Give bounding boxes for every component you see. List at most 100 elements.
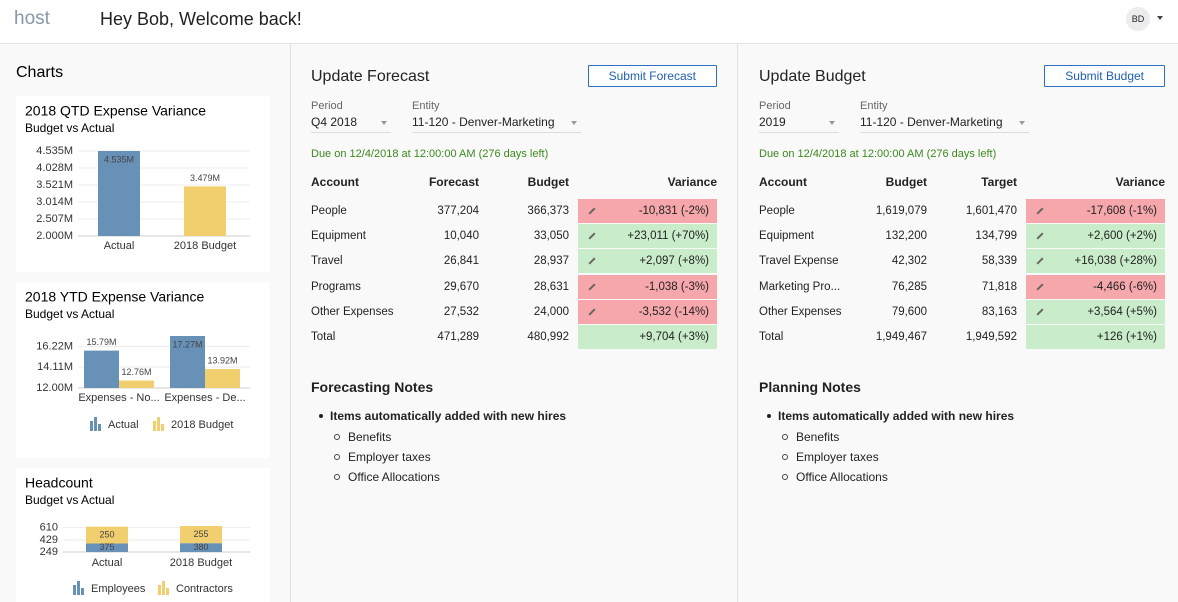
field-label: Entity [412, 100, 440, 112]
table-cell: Total [759, 331, 784, 343]
due-date: Due on 12/4/2018 at 12:00:00 AM (276 day… [311, 148, 549, 160]
submit-button[interactable]: Submit Forecast [587, 65, 717, 87]
value-label: 375 [99, 542, 114, 552]
avatar[interactable]: BD [1131, 14, 1145, 24]
legend-icon [77, 581, 80, 595]
bar [84, 350, 119, 388]
x-tick-label: Expenses - No... [78, 392, 159, 404]
chart-title: 2018 YTD Expense Variance [25, 289, 204, 305]
table-cell: 24,000 [533, 305, 569, 318]
variance-cell [1026, 199, 1165, 223]
dropdown-underline[interactable] [860, 132, 1029, 133]
field-label: Period [759, 100, 791, 112]
dropdown-underline[interactable] [759, 132, 839, 133]
y-tick-label: 2.000M [36, 230, 73, 242]
dropdown-caret[interactable] [1019, 121, 1025, 125]
table-cell: +9,704 (+3%) [639, 331, 709, 343]
avatar-circle[interactable] [1126, 7, 1150, 31]
table-cell: People [311, 205, 347, 217]
sub-bullet [334, 453, 340, 460]
bar-segment [180, 543, 222, 552]
submit-button[interactable]: Submit Budget [1044, 65, 1165, 87]
legend-label: 2018 Budget [171, 419, 233, 431]
table-cell: 366,373 [527, 205, 569, 217]
y-tick-label: 3.521M [36, 179, 73, 191]
table-cell: 1,601,470 [965, 205, 1017, 217]
avatar-caret[interactable] [1157, 16, 1163, 20]
y-tick-label: 12.00M [36, 382, 73, 394]
table-cell: 79,600 [891, 305, 927, 318]
sub-bullet [334, 433, 340, 440]
note-subitem: Office Allocations [796, 470, 888, 485]
bar-segment [86, 526, 128, 544]
table-header: Variance [1115, 175, 1165, 189]
logo[interactable]: host [14, 8, 50, 29]
table-cell: 27,532 [443, 305, 479, 318]
dropdown-underline[interactable] [412, 132, 581, 133]
bar [98, 151, 140, 236]
value-label: 250 [99, 529, 114, 539]
legend-label: Employees [91, 583, 146, 595]
table-cell: -3,532 (-14%) [638, 305, 709, 318]
table-cell: 132,200 [885, 230, 927, 243]
y-tick-label: 4.535M [36, 145, 73, 157]
table-cell: -1,038 (-3%) [645, 280, 709, 293]
legend-icon [158, 585, 161, 595]
value-label: 13.92M [207, 355, 237, 365]
note-subitem: Benefits [348, 429, 392, 444]
legend-label: Actual [108, 419, 139, 431]
variance-cell [578, 199, 717, 223]
table-cell: -4,466 (-6%) [1093, 280, 1157, 293]
field-value: Q4 2018 [311, 115, 358, 129]
dropdown-caret[interactable] [571, 121, 577, 125]
x-tick-label: Actual [104, 240, 135, 252]
legend-icon [153, 421, 156, 431]
variance-cell [578, 274, 717, 299]
legend-icon [98, 424, 101, 431]
field-value: 11-120 - Denver-Marketing [412, 115, 555, 129]
table-header: Budget [527, 175, 569, 189]
variance-cell [578, 325, 717, 349]
legend-icon [94, 417, 97, 431]
note-subitem: Employer taxes [796, 449, 879, 464]
divider [737, 44, 738, 602]
due-date: Due on 12/4/2018 at 12:00:00 AM (276 day… [759, 148, 997, 160]
panel-title: Update Forecast [311, 68, 430, 85]
bar [205, 369, 240, 388]
note-item: Items automatically added with new hires [778, 409, 1015, 423]
table-header: Budget [885, 175, 927, 189]
table-cell: 29,670 [443, 280, 479, 293]
x-tick-label: Actual [92, 557, 123, 569]
chart-subtitle: Budget vs Actual [25, 121, 114, 135]
table-cell: 10,040 [443, 230, 479, 243]
table-cell: 33,050 [533, 230, 569, 243]
dropdown-underline[interactable] [311, 132, 391, 133]
bullet [767, 414, 771, 418]
variance-cell [1026, 274, 1165, 299]
variance-cell [1026, 224, 1165, 249]
table-cell: Marketing Pro... [759, 280, 841, 293]
table-header: Variance [667, 175, 717, 189]
table-cell: Other Expenses [759, 305, 842, 318]
bar-segment [86, 543, 128, 552]
table-cell: 480,992 [527, 331, 569, 343]
table-cell: +2,600 (+2%) [1087, 230, 1157, 243]
table-cell: 1,949,592 [965, 331, 1017, 343]
y-tick-label: 3.014M [36, 196, 73, 208]
note-subitem: Benefits [796, 429, 840, 444]
table-cell: 1,619,079 [875, 205, 927, 217]
table-cell: Travel [311, 255, 343, 268]
table-cell: 26,841 [443, 255, 479, 268]
dropdown-caret[interactable] [829, 121, 835, 125]
table-cell: Equipment [311, 230, 366, 243]
table-header: Account [311, 175, 359, 189]
panel-title: Update Budget [759, 68, 866, 85]
chart-title: Headcount [25, 475, 93, 491]
bullet [319, 414, 323, 418]
legend-icon [162, 581, 165, 595]
table-cell: -10,831 (-2%) [638, 205, 709, 217]
divider [290, 44, 291, 602]
legend-icon [157, 417, 160, 431]
dropdown-caret[interactable] [381, 121, 387, 125]
legend-icon [90, 421, 93, 431]
